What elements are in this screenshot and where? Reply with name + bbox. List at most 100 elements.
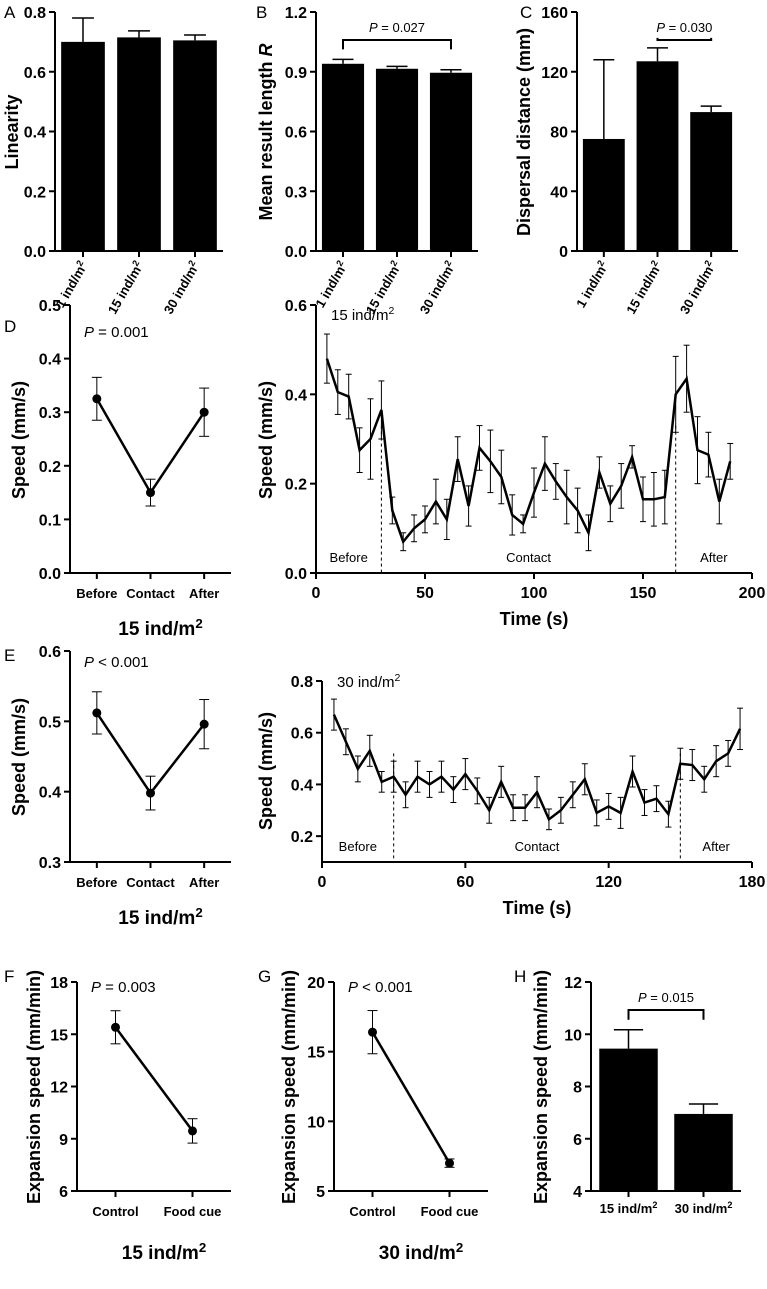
y-axis-label: Dispersal distance (mm)	[514, 28, 534, 236]
panel-letter: G	[258, 967, 271, 986]
x-tick-label: 0	[312, 585, 321, 602]
panel-e: E 0.3 0.4 0.5 0.6 Speed (mm/s) Before Contact Af…	[4, 644, 231, 929]
panel-footer-label: 30 ind/m2	[379, 1240, 463, 1265]
x-tick-label: 1 ind/m2	[311, 259, 350, 311]
data-point	[92, 394, 102, 404]
panel-d: D 0.0 0.1 0.2 0.3 0.4 0.5 Speed (mm/s) Before Con…	[4, 298, 231, 640]
bar	[61, 41, 105, 251]
y-tick-label: 18	[50, 975, 68, 992]
x-tick-label: After	[189, 586, 219, 601]
y-tick-label: 40	[550, 184, 568, 201]
y-tick-label: 0.2	[39, 459, 61, 476]
x-axis-label: Time (s)	[500, 609, 569, 629]
y-tick-label: 0.3	[285, 184, 307, 201]
panel-letter: F	[4, 967, 14, 986]
bar	[599, 1048, 658, 1191]
y-axis-label: Expansion speed (mm/min)	[24, 970, 44, 1204]
data-point	[146, 488, 155, 498]
y-tick-label: 0.6	[285, 125, 307, 142]
bar	[690, 112, 733, 251]
series-line	[114, 1026, 194, 1132]
panel-d2: 0.0 0.2 0.4 0.6 Speed (mm/s) 0 50 100 150 200 Time…	[256, 298, 765, 629]
series-line	[332, 714, 742, 822]
bar	[375, 68, 419, 251]
y-tick-label: 0.4	[291, 777, 313, 794]
y-tick-label: 0.0	[285, 244, 307, 261]
panel-c: C 0 40 80 120 160 Dispersal distance (mm) 1 ind…	[514, 3, 738, 317]
x-tick-label: Contact	[126, 586, 175, 601]
y-tick-label: 80	[550, 125, 568, 142]
x-tick-label: 0	[318, 874, 327, 891]
x-tick-label: Contact	[126, 875, 175, 890]
y-axis-label: Speed (mm/s)	[9, 381, 29, 499]
y-tick-label: 120	[541, 65, 568, 82]
panel-footer-label: 15 ind/m2	[118, 616, 202, 641]
data-point	[445, 1158, 454, 1168]
y-tick-label: 20	[307, 975, 325, 992]
x-axis-label: Time (s)	[503, 898, 572, 918]
y-tick-label: 0.3	[39, 405, 61, 422]
y-tick-label: 160	[541, 5, 568, 22]
y-tick-label: 0.4	[24, 125, 46, 142]
y-axis-label: Expansion speed (mm/min)	[531, 970, 551, 1204]
panel-g: G 5 10 15 20 Expansion speed (mm/min) Control F…	[258, 967, 488, 1264]
x-tick-label: 1 ind/m2	[572, 259, 611, 311]
panel-h: H 4 6 8 10 12 Expansion speed (mm/min) 15 ind/m…	[514, 967, 741, 1216]
panel-letter: A	[4, 3, 16, 22]
y-tick-label: 0.4	[285, 387, 307, 404]
data-point	[92, 708, 102, 718]
bar	[173, 40, 217, 251]
y-tick-label: 0.0	[285, 566, 307, 583]
phase-label: Before	[330, 550, 368, 565]
bar	[429, 72, 473, 251]
significance-bracket	[342, 39, 452, 50]
y-tick-label: 0.8	[24, 5, 46, 22]
bar	[117, 37, 161, 251]
x-tick-label: 60	[456, 874, 474, 891]
x-tick-label: 100	[521, 585, 548, 602]
x-tick-label: 15 ind/m2	[104, 259, 147, 317]
y-axis-label: Speed (mm/s)	[256, 712, 276, 830]
y-tick-label: 12	[564, 975, 582, 992]
panel-b: B 0.0 0.3 0.6 0.9 1.2 Mean result length R 1 in…	[256, 3, 478, 317]
y-axis-label: Mean result length R	[256, 43, 276, 220]
y-tick-label: 0.4	[39, 352, 61, 369]
p-value-label: P = 0.003	[91, 979, 156, 996]
x-tick-label: Food cue	[421, 1204, 479, 1219]
y-tick-label: 6	[59, 1184, 68, 1201]
y-tick-label: 0.6	[291, 726, 313, 743]
x-tick-label: Food cue	[164, 1204, 222, 1219]
x-tick-label: Control	[92, 1204, 138, 1219]
y-axis-label: Expansion speed (mm/min)	[279, 970, 299, 1204]
y-tick-label: 9	[59, 1132, 68, 1149]
y-tick-label: 0.0	[39, 566, 61, 583]
data-point	[368, 1027, 377, 1037]
y-tick-label: 0.1	[39, 512, 61, 529]
x-tick-label: 150	[630, 585, 657, 602]
data-point	[111, 1022, 120, 1032]
y-tick-label: 15	[50, 1027, 68, 1044]
panel-footer-label: 15 ind/m2	[118, 905, 202, 930]
chart-title: 15 ind/m2	[331, 305, 395, 324]
x-tick-label: Control	[349, 1204, 395, 1219]
panel-letter: B	[256, 3, 267, 22]
y-tick-label: 0.6	[24, 65, 46, 82]
data-point	[199, 407, 209, 417]
chart-title: 30 ind/m2	[337, 672, 401, 691]
x-tick-label: Before	[76, 586, 117, 601]
panel-letter: D	[4, 317, 16, 336]
p-value-label: P < 0.001	[348, 979, 413, 996]
y-tick-label: 1.2	[285, 5, 307, 22]
y-tick-label: 10	[564, 1027, 582, 1044]
panel-letter: E	[4, 646, 15, 665]
p-value-label: P = 0.030	[656, 20, 712, 35]
y-tick-label: 0.2	[24, 184, 46, 201]
phase-label: After	[702, 839, 730, 854]
y-tick-label: 0.6	[39, 644, 61, 661]
bar	[636, 61, 679, 252]
phase-label: Before	[339, 839, 377, 854]
y-tick-label: 0.2	[285, 477, 307, 494]
panel-f: F 6 9 12 15 18 Expansion speed (mm/min) Control…	[4, 967, 231, 1264]
